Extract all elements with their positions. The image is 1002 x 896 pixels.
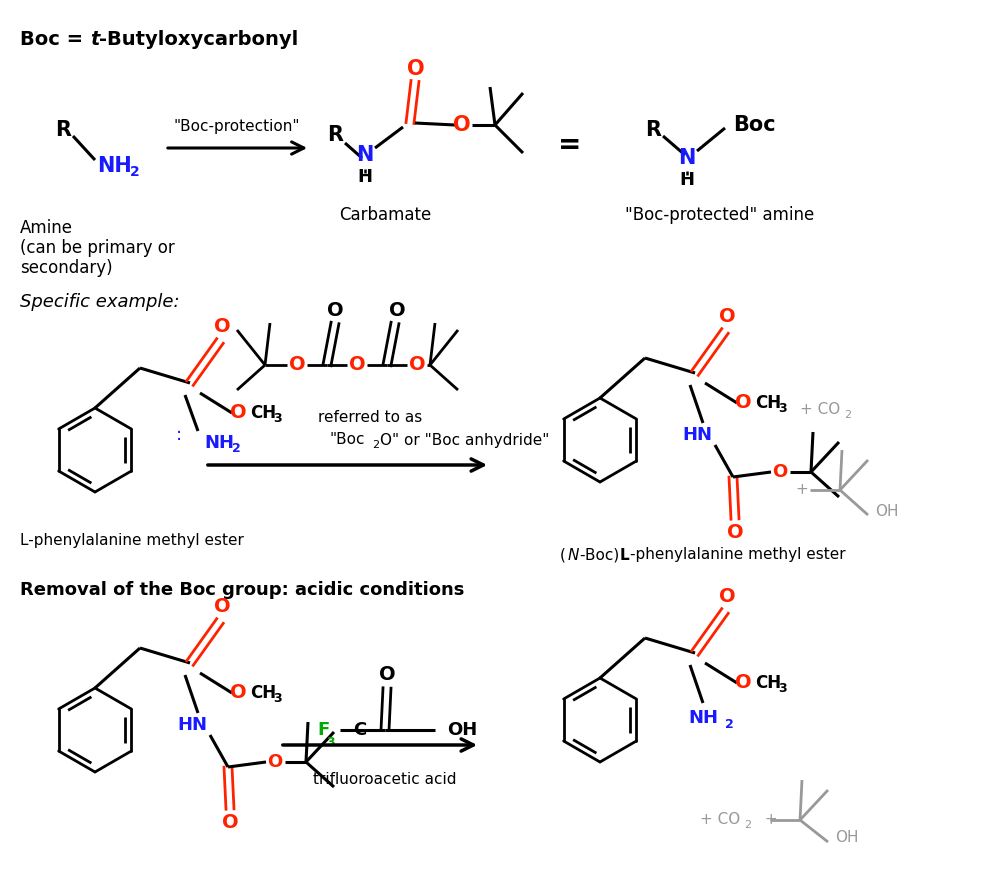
Text: referred to as: referred to as [318, 410, 422, 426]
Text: 2: 2 [844, 410, 851, 420]
Text: =: = [558, 131, 582, 159]
Text: O: O [453, 115, 471, 135]
Text: Specific example:: Specific example: [20, 293, 179, 311]
Text: 2: 2 [744, 820, 752, 830]
Text: R: R [55, 120, 71, 140]
Text: L: L [620, 547, 629, 563]
Text: O: O [327, 300, 344, 320]
Text: N: N [678, 148, 695, 168]
Text: +: + [760, 813, 783, 828]
Text: C: C [354, 721, 367, 739]
Text: CH: CH [250, 404, 277, 422]
Text: O: O [349, 356, 366, 375]
Text: trifluoroacetic acid: trifluoroacetic acid [314, 772, 457, 788]
Text: -Butyloxycarbonyl: -Butyloxycarbonyl [99, 30, 299, 49]
Text: 2: 2 [372, 440, 379, 450]
Text: O" or "Boc anhydride": O" or "Boc anhydride" [380, 433, 549, 447]
Text: O: O [726, 523, 743, 542]
Text: F: F [318, 721, 330, 739]
Text: +: + [795, 483, 808, 497]
Text: O: O [718, 307, 735, 326]
Text: O: O [389, 300, 406, 320]
Text: L-phenylalanine methyl ester: L-phenylalanine methyl ester [20, 532, 243, 547]
Text: -Boc): -Boc) [580, 547, 624, 563]
Text: 2: 2 [232, 443, 240, 455]
Text: O: O [734, 393, 752, 412]
Text: "Boc-protected" amine: "Boc-protected" amine [625, 206, 815, 224]
Text: O: O [379, 665, 396, 684]
Text: O: O [734, 674, 752, 693]
Text: + CO: + CO [800, 402, 841, 418]
Text: secondary): secondary) [20, 259, 112, 277]
Text: NH: NH [204, 434, 234, 452]
Text: (can be primary or: (can be primary or [20, 239, 174, 257]
Text: NH: NH [688, 709, 718, 727]
Text: O: O [773, 463, 788, 481]
Text: Boc: Boc [733, 115, 776, 135]
Text: "Boc-protection": "Boc-protection" [173, 119, 301, 134]
Text: HN: HN [177, 716, 207, 734]
Text: O: O [213, 598, 230, 616]
Text: R: R [645, 120, 661, 140]
Text: 3: 3 [327, 736, 335, 748]
Text: O: O [229, 403, 246, 423]
Text: + CO: + CO [700, 813, 740, 828]
Text: 3: 3 [273, 693, 282, 705]
Text: :: : [176, 426, 182, 444]
Text: 3: 3 [778, 402, 787, 416]
Text: N: N [357, 145, 374, 165]
Text: O: O [407, 59, 425, 79]
Text: Boc =: Boc = [20, 30, 90, 49]
Text: R: R [327, 125, 343, 145]
Text: -phenylalanine methyl ester: -phenylalanine methyl ester [630, 547, 846, 563]
Text: Removal of the Boc group: acidic conditions: Removal of the Boc group: acidic conditi… [20, 581, 464, 599]
Text: HN: HN [682, 426, 712, 444]
Text: t: t [90, 30, 99, 49]
Text: H: H [358, 168, 373, 186]
Text: NH: NH [97, 156, 131, 176]
Text: CH: CH [755, 394, 782, 412]
Text: O: O [289, 356, 306, 375]
Text: 2: 2 [725, 718, 733, 730]
Text: O: O [718, 588, 735, 607]
Text: OH: OH [447, 721, 477, 739]
Text: O: O [229, 684, 246, 702]
Text: CH: CH [250, 684, 277, 702]
Text: 2: 2 [130, 165, 139, 179]
Text: OH: OH [875, 504, 899, 520]
Text: O: O [409, 356, 425, 375]
Text: (: ( [560, 547, 566, 563]
Text: H: H [679, 171, 694, 189]
Text: O: O [213, 317, 230, 337]
Text: 3: 3 [273, 412, 282, 426]
Text: 3: 3 [778, 683, 787, 695]
Text: O: O [268, 753, 283, 771]
Text: CH: CH [755, 674, 782, 692]
Text: Amine: Amine [20, 219, 73, 237]
Text: O: O [221, 814, 238, 832]
Text: Carbamate: Carbamate [339, 206, 431, 224]
Text: N: N [568, 547, 579, 563]
Text: "Boc: "Boc [330, 433, 366, 447]
Text: OH: OH [835, 831, 859, 846]
